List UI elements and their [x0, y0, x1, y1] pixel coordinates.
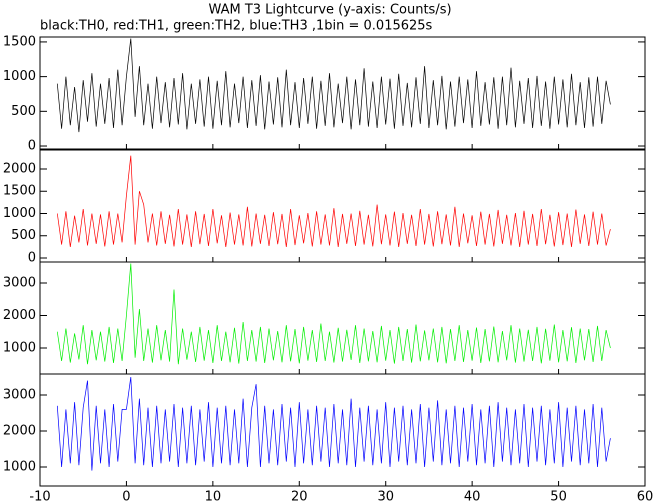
x-tick-label: 10	[205, 490, 222, 504]
panel-frame	[39, 261, 646, 375]
y-tick-label: 0	[28, 250, 36, 265]
y-tick-label: 1000	[3, 459, 36, 474]
light-curve	[56, 38, 611, 133]
y-tick-label: 1000	[3, 69, 36, 84]
x-tick-label: 50	[550, 490, 567, 504]
light-curve	[56, 155, 611, 247]
light-curve	[56, 376, 611, 471]
chart-title: WAM T3 Lightcurve (y-axis: Counts/s)	[208, 3, 451, 18]
y-tick-label: 3000	[3, 387, 36, 402]
x-tick-label: 30	[377, 490, 394, 504]
chart-subtitle: black:TH0, red:TH1, green:TH2, blue:TH3 …	[40, 19, 433, 34]
y-tick-label: 1000	[3, 206, 36, 221]
y-tick-label: 1000	[3, 340, 36, 355]
y-tick-label: 2000	[3, 162, 36, 177]
x-tick-label: -10	[29, 490, 50, 504]
panel-frame	[39, 36, 646, 150]
x-tick-label: 20	[291, 490, 308, 504]
y-tick-label: 1500	[3, 34, 36, 49]
x-tick-label: 60	[637, 490, 654, 504]
y-tick-label: 0	[28, 139, 36, 154]
y-tick-label: 2000	[3, 423, 36, 438]
y-tick-label: 500	[11, 104, 36, 119]
panel-frame	[39, 373, 646, 487]
x-tick-label: 40	[464, 490, 481, 504]
y-tick-label: 2000	[3, 308, 36, 323]
y-tick-label: 1500	[3, 184, 36, 199]
x-tick-label: 0	[122, 490, 130, 504]
light-curve	[56, 263, 611, 365]
y-tick-label: 3000	[3, 275, 36, 290]
y-tick-label: 500	[11, 228, 36, 243]
